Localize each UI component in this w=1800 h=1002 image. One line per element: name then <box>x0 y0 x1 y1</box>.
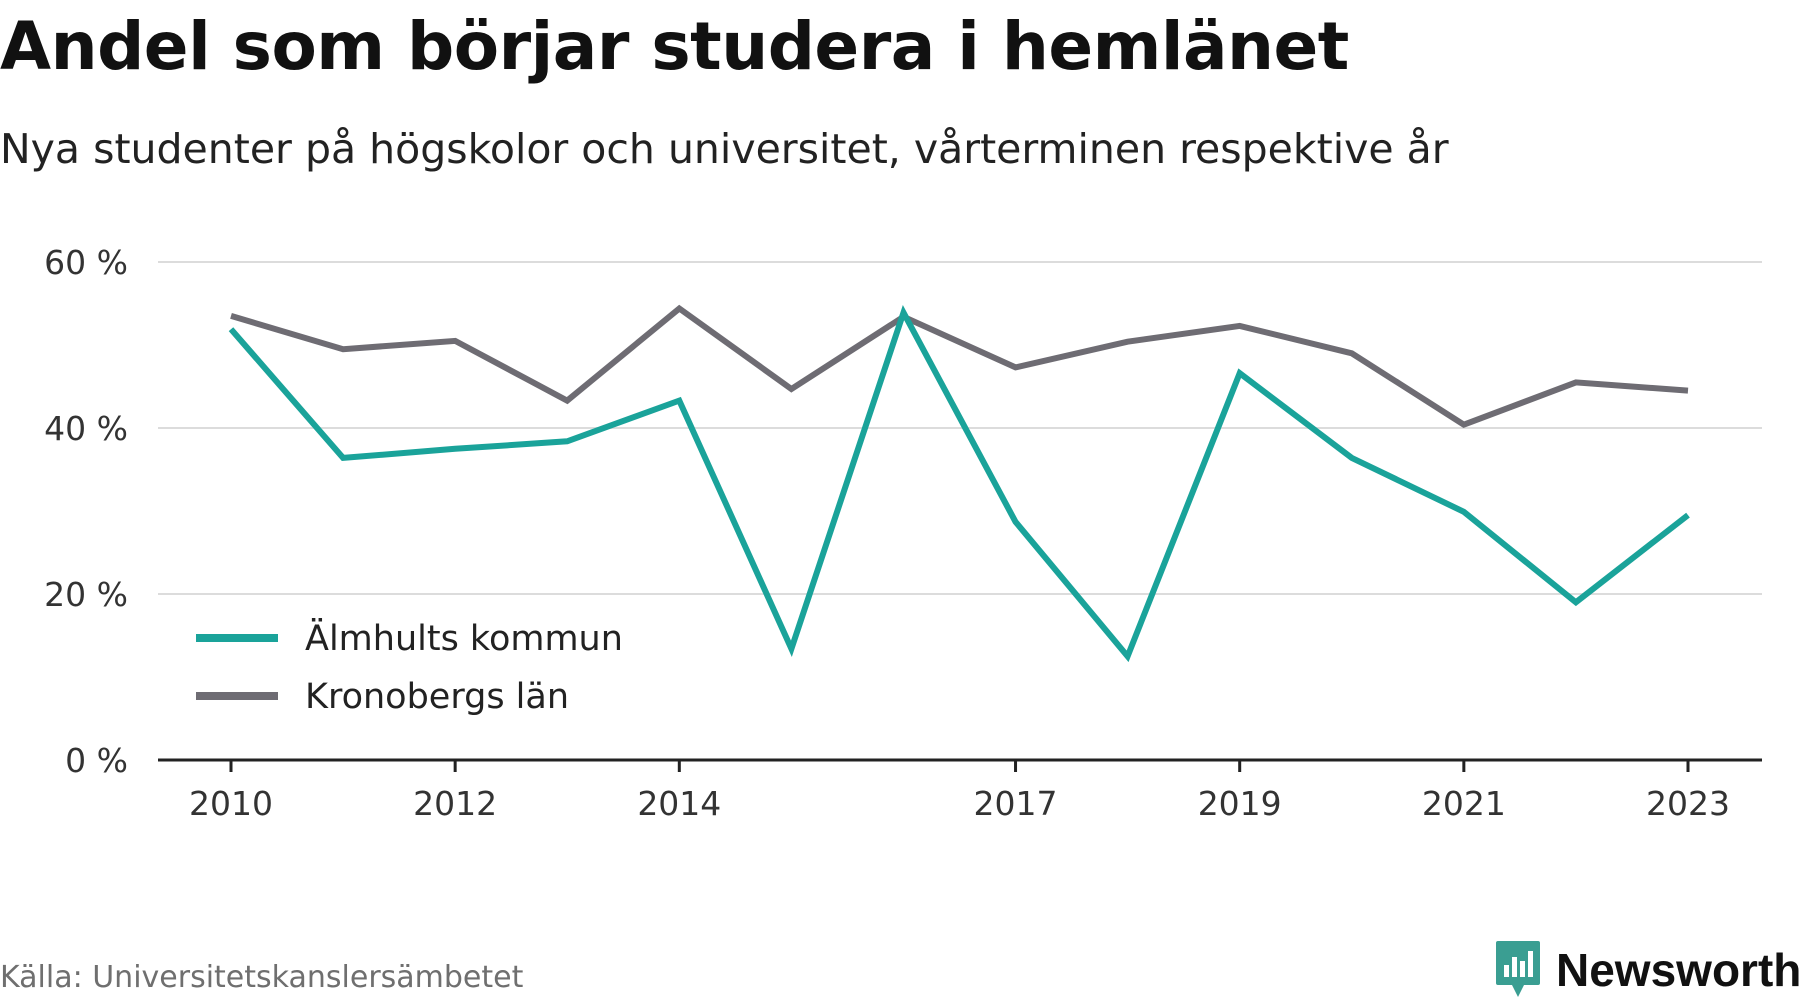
x-tick-label: 2021 <box>1422 784 1506 823</box>
x-tick-label: 2019 <box>1198 784 1282 823</box>
source-note: Källa: Universitetskanslersämbetet <box>0 960 523 995</box>
x-tick-label: 2010 <box>189 784 273 823</box>
bar-chart-speech-bubble-icon <box>1494 939 1542 1001</box>
x-tick-label: 2014 <box>637 784 721 823</box>
y-tick-label: 40 % <box>44 409 128 448</box>
brand-logo: Newsworthy <box>1494 938 1800 1002</box>
x-tick-label: 2023 <box>1646 784 1730 823</box>
x-axis: 2010 2012 2014 2017 2019 2021 2023 <box>158 760 1762 823</box>
series-line-0 <box>231 313 1688 657</box>
brand-name: Newsworthy <box>1556 943 1800 997</box>
series-lines <box>231 308 1688 656</box>
legend: Älmhults kommun Kronobergs län <box>196 617 623 717</box>
line-chart: 0 % 20 % 40 % 60 % 2010 2012 2014 2017 2019 2021… <box>0 0 1800 940</box>
y-tick-label: 0 % <box>65 741 128 780</box>
y-tick-label: 20 % <box>44 575 128 614</box>
y-axis: 0 % 20 % 40 % 60 % <box>44 243 128 780</box>
x-tick-label: 2017 <box>974 784 1058 823</box>
legend-label: Älmhults kommun <box>305 617 623 659</box>
x-tick-label: 2012 <box>413 784 497 823</box>
gridlines <box>158 262 1762 594</box>
series-line-1 <box>231 309 1688 425</box>
y-tick-label: 60 % <box>44 243 128 282</box>
legend-label: Kronobergs län <box>305 677 569 717</box>
